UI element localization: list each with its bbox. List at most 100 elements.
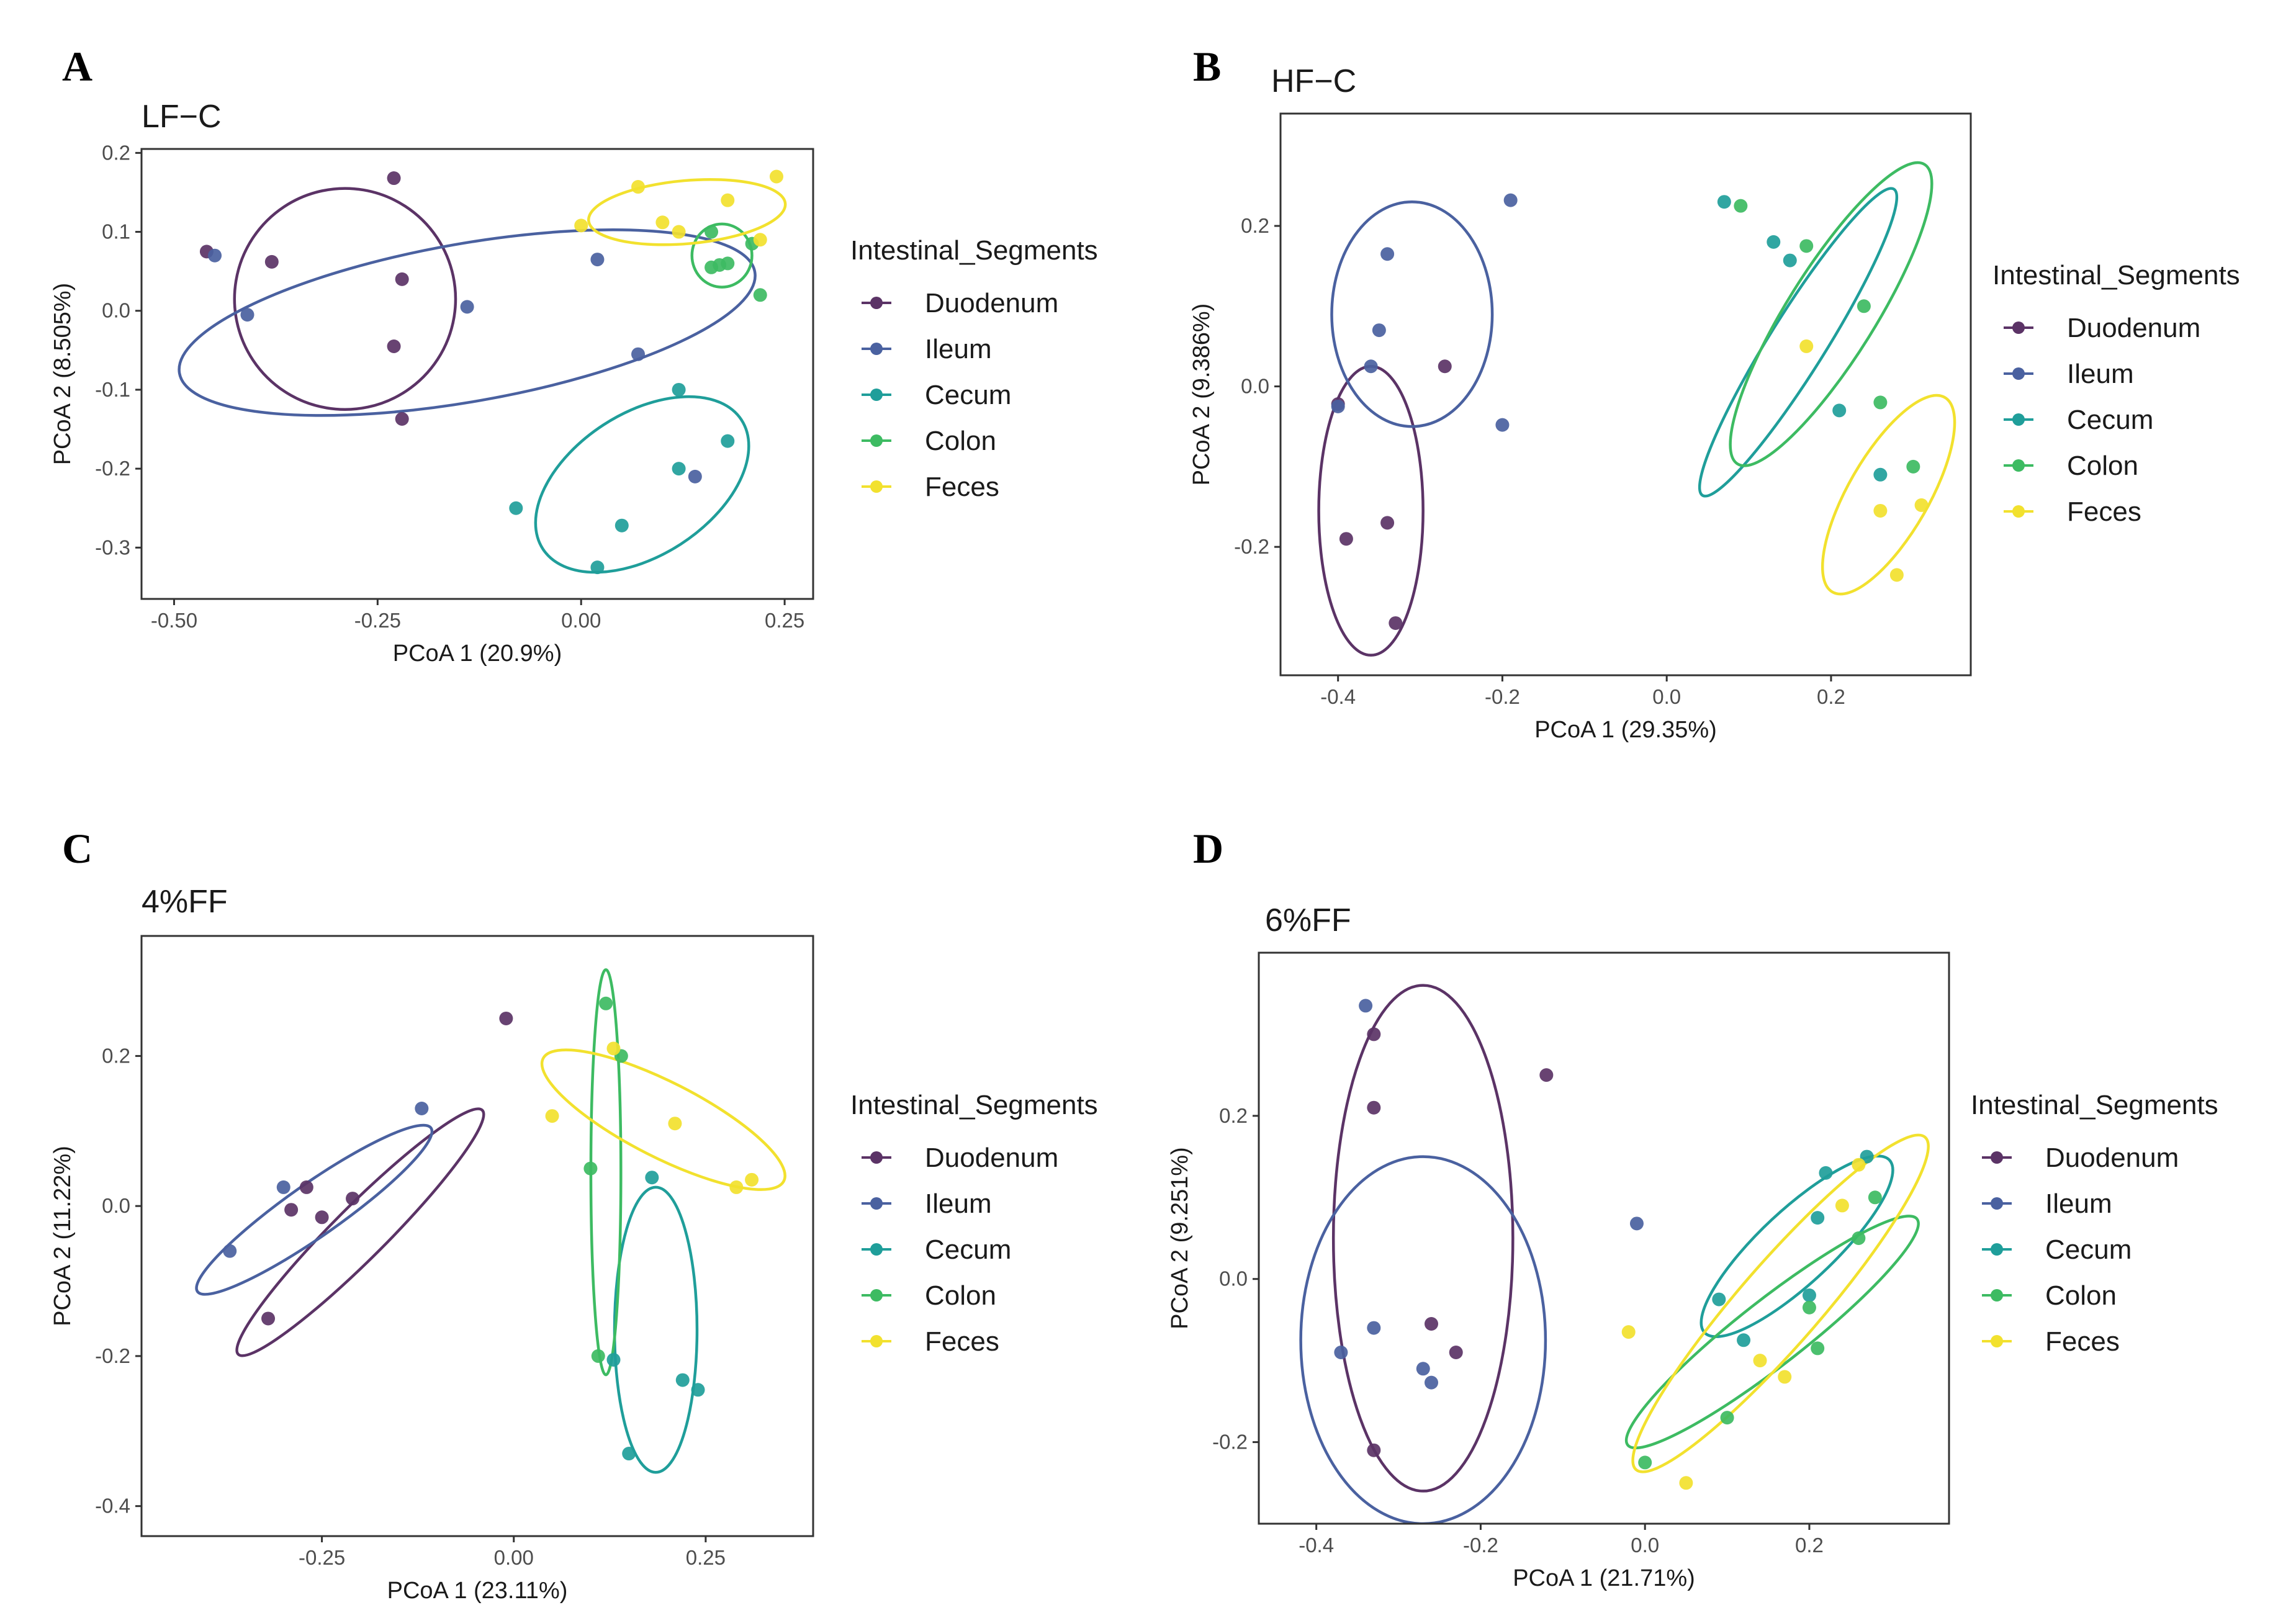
panel-letter: A [62,43,92,90]
y-tick-label: 0.2 [102,1044,130,1067]
point-duodenum [1367,1443,1381,1457]
x-tick-label: -0.2 [1485,685,1520,708]
legend-key-point [870,343,883,355]
x-tick-label: -0.25 [299,1546,345,1569]
legend-label-colon: Colon [2067,451,2138,481]
y-tick-label: 0.0 [1219,1267,1248,1290]
ellipse-duodenum [233,187,457,411]
point-colon [1811,1341,1825,1355]
legend-label-colon: Colon [925,426,996,456]
legend: Intestinal_Segments Duodenum Ileum Cecum Col… [1971,1090,2218,1357]
point-feces [1778,1370,1792,1384]
ellipse-feces [540,1048,786,1191]
point-feces [753,233,767,247]
legend-label-feces: Feces [925,472,999,502]
y-tick-label: 0.0 [102,299,130,322]
legend-label-ileum: Ileum [925,334,992,364]
point-colon [721,256,735,271]
x-tick-label: -0.4 [1299,1534,1334,1557]
ellipse-duodenum [1331,984,1515,1493]
ellipse-ileum [178,228,757,417]
legend-key-point [2012,505,2025,518]
panel-letter: D [1193,825,1223,872]
x-tick-label: -0.4 [1320,685,1356,708]
point-ileum [1372,323,1386,338]
x-tick-label: 0.0 [1652,685,1681,708]
point-feces [745,1172,759,1187]
point-ileum [1503,193,1518,207]
point-duodenum [395,272,409,286]
point-duodenum [1367,1027,1381,1041]
point-ileum [415,1102,429,1116]
y-axis-label: PCoA 2 (11.22%) [50,1146,76,1326]
point-cecum [1767,235,1781,249]
point-colon [1868,1190,1882,1205]
point-feces [1914,498,1929,512]
point-feces [1621,1325,1636,1339]
legend-key-point [870,1197,883,1210]
point-cecum [691,1383,705,1397]
point-feces [1835,1198,1849,1213]
point-cecum [1819,1166,1833,1180]
point-feces [655,215,670,230]
x-tick-label: 0.25 [765,609,804,632]
legend-label-duodenum: Duodenum [925,1143,1058,1173]
point-feces [1873,503,1888,518]
panel-title: 6%FF [1265,902,1351,938]
ellipse-ileum [1330,200,1494,428]
point-ileum [1359,999,1373,1013]
panel-title: HF−C [1271,63,1356,99]
legend-label-cecum: Cecum [2067,405,2153,435]
y-axis-label: PCoA 2 (9.386%) [1189,303,1215,486]
point-duodenum [346,1192,360,1206]
y-tick-label: -0.3 [95,536,130,559]
legend: Intestinal_Segments Duodenum Ileum Cecum Col… [850,1090,1098,1357]
point-cecum [1873,467,1888,482]
x-tick-label: 0.25 [686,1546,726,1569]
legend-key-point [870,480,883,493]
plot-area [1299,984,1930,1524]
point-ileum [1367,1321,1381,1335]
point-colon [705,225,719,239]
point-cecum [721,434,735,448]
legend-key-point [2012,459,2025,472]
panel-title: 4%FF [142,884,228,920]
point-feces [606,1041,621,1056]
y-tick-label: -0.2 [95,457,130,480]
legend-label-ileum: Ileum [2067,359,2134,389]
point-ileum [276,1180,290,1194]
y-tick-label: -0.2 [95,1344,130,1367]
point-ileum [460,300,474,314]
legend-label-cecum: Cecum [925,380,1011,410]
x-axis-label: PCoA 1 (29.35%) [1534,717,1717,743]
x-tick-label: 0.0 [1631,1534,1659,1557]
point-cecum [606,1352,621,1367]
point-feces [668,1117,682,1131]
point-cecum [672,382,686,397]
x-tick-label: 0.2 [1817,685,1845,708]
legend-key-point [1991,1289,2003,1302]
panel-letter: B [1193,43,1221,90]
y-tick-label: 0.2 [1241,214,1269,237]
legend-key-point [1991,1197,2003,1210]
ellipse-colon [690,222,754,289]
point-duodenum [1438,359,1452,374]
point-ileum [590,253,605,267]
point-cecum [509,501,523,515]
panel-c: C 4%FF -0.25 0.00 0.25 0.2 0.0 -0.2 -0.4 PCoA 1 (… [50,825,1098,1604]
point-duodenum [1539,1068,1554,1082]
y-tick-label: 0.2 [1219,1104,1248,1127]
y-axis-label: PCoA 2 (9.251%) [1167,1147,1193,1329]
legend-key-point [870,1151,883,1164]
point-feces [1679,1476,1693,1490]
plot-frame [140,148,814,600]
ellipse-cecum [1698,187,1899,498]
point-duodenum [1449,1346,1463,1359]
x-tick-label: -0.50 [151,609,197,632]
legend-label-duodenum: Duodenum [925,288,1058,318]
y-tick-label: -0.4 [95,1495,130,1517]
panel-d: D 6%FF -0.4 -0.2 0.0 0.2 0.2 0.0 -0.2 PCoA 1 (21.… [1167,825,2218,1591]
point-colon [1852,1231,1866,1245]
legend-label-cecum: Cecum [2045,1234,2132,1265]
